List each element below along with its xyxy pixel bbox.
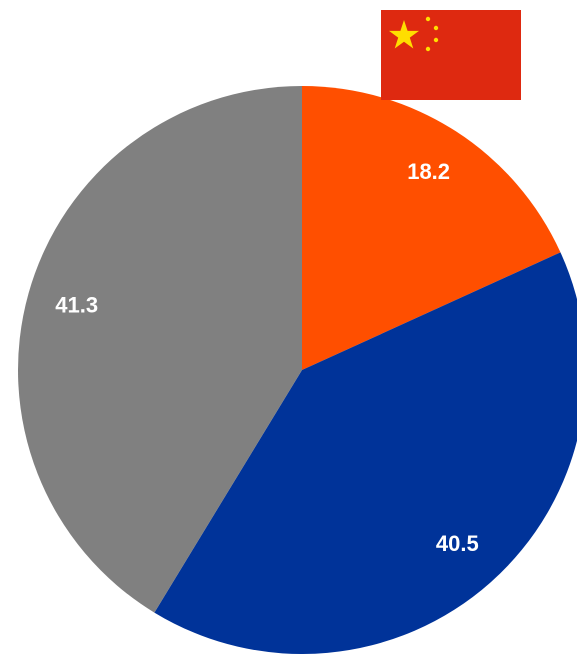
pie <box>18 86 577 654</box>
data-label: 40.5 <box>436 531 479 556</box>
data-label: 41.3 <box>55 293 98 318</box>
flag <box>381 10 521 100</box>
pie-slice <box>154 252 577 654</box>
flag-star <box>425 46 431 52</box>
pie-slice <box>302 86 561 370</box>
flag-star <box>433 37 439 43</box>
flag-star <box>425 16 431 22</box>
data-label: 18.2 <box>407 159 450 184</box>
pie-slice <box>18 86 303 613</box>
flag-star <box>433 25 439 31</box>
flag-field <box>381 10 521 100</box>
data-labels: 18.2 40.5 41.3 <box>55 159 478 556</box>
flag-star <box>389 20 419 49</box>
